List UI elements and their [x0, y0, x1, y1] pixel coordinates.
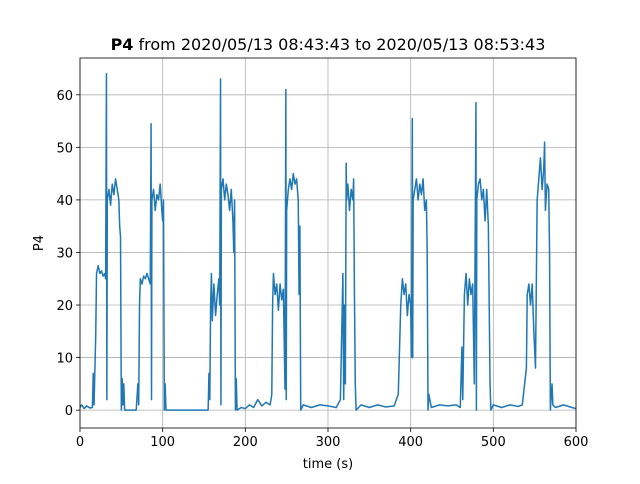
x-tick-label: 100	[150, 435, 175, 450]
y-axis-label: P4	[32, 235, 47, 251]
chart-title: P4 from 2020/05/13 08:43:43 to 2020/05/1…	[111, 35, 546, 54]
title-bold: P4	[111, 35, 134, 54]
title-rest: from 2020/05/13 08:43:43 to 2020/05/13 0…	[139, 35, 546, 54]
x-tick-label: 0	[76, 435, 84, 450]
x-tick-label: 600	[564, 435, 589, 450]
y-tick-label: 0	[65, 404, 73, 419]
x-tick-label: 400	[398, 435, 423, 450]
y-tick-label: 50	[56, 141, 73, 156]
y-tick-label: 10	[56, 352, 73, 367]
y-tick-label: 20	[56, 299, 73, 314]
x-axis-label: time (s)	[303, 457, 353, 472]
y-tick-label: 60	[56, 89, 73, 104]
y-tick-label: 30	[56, 246, 73, 261]
data-line	[79, 73, 577, 411]
y-tick-label: 40	[56, 194, 73, 209]
plot-frame	[79, 57, 577, 429]
x-tick-label: 300	[316, 435, 341, 450]
x-tick-label: 500	[481, 435, 506, 450]
x-tick-label: 200	[233, 435, 258, 450]
